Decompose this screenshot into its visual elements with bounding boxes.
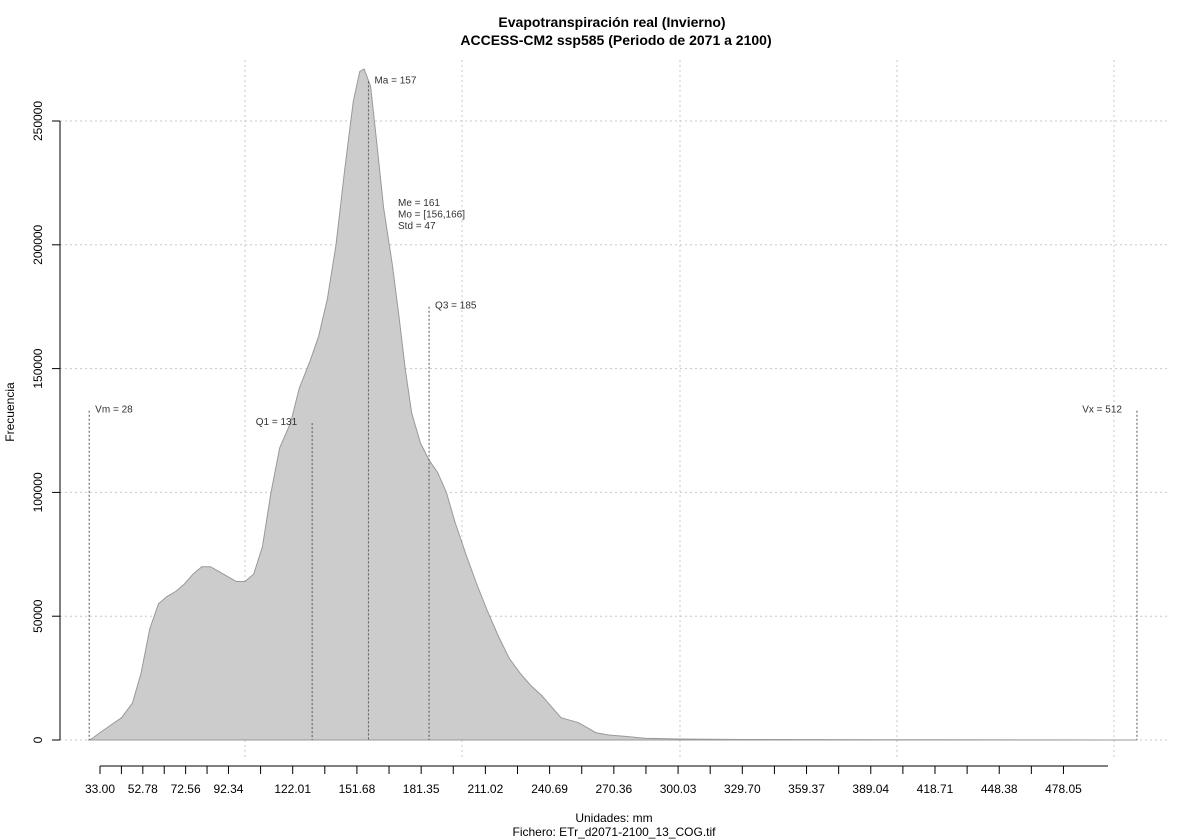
- y-tick-label: 0: [31, 736, 45, 743]
- stat-label: Std = 47: [398, 221, 436, 232]
- marker-label: Ma = 157: [374, 75, 416, 86]
- marker-label: Q3 = 185: [435, 301, 477, 312]
- x-tick-label: 389.04: [852, 782, 889, 796]
- y-tick-label: 50000: [31, 599, 45, 633]
- file-footer: Fichero: ETr_d2071-2100_13_COG.tif: [513, 825, 717, 839]
- x-tick-label: 300.03: [660, 782, 697, 796]
- x-tick-label: 359.37: [788, 782, 825, 796]
- marker-label: Q1 = 131: [256, 417, 298, 428]
- stat-markers: Vm = 28 Q1 = 131 Ma = 157 Q3 = 185 Vx = 512 M…: [88, 75, 1138, 740]
- x-tick-label: 240.69: [531, 782, 568, 796]
- x-tick-label: 418.71: [917, 782, 954, 796]
- density-area: [87, 68, 1137, 741]
- x-tick-label: 92.34: [213, 782, 243, 796]
- y-tick-label: 100000: [31, 472, 45, 512]
- x-tick-label: 151.68: [339, 782, 376, 796]
- density-fill: [87, 68, 1137, 741]
- x-axis: 33.00 52.78 72.56 92.34 122.01 151.68 181.35 21…: [85, 765, 1108, 796]
- x-tick-label: 72.56: [171, 782, 201, 796]
- stat-label: Mo = [156,166]: [398, 210, 465, 221]
- x-tick-label: 33.00: [85, 782, 115, 796]
- x-axis-label: Unidades: mm: [575, 811, 652, 825]
- x-tick-label: 478.05: [1045, 782, 1082, 796]
- marker-label: Vm = 28: [95, 405, 133, 416]
- x-tick-label: 211.02: [467, 782, 503, 796]
- y-tick-label: 250000: [31, 101, 45, 141]
- x-tick-label: 329.70: [724, 782, 761, 796]
- y-axis: 0 50000 100000 150000 200000 250000: [31, 101, 61, 743]
- chart-title: Evapotranspiración real (Invierno): [498, 14, 725, 30]
- stat-label: Me = 161: [398, 198, 440, 209]
- x-tick-label: 52.78: [128, 782, 158, 796]
- y-tick-label: 150000: [31, 348, 45, 388]
- x-tick-label: 181.35: [403, 782, 440, 796]
- x-tick-label: 270.36: [595, 782, 632, 796]
- x-tick-label: 448.38: [981, 782, 1018, 796]
- y-tick-label: 200000: [31, 224, 45, 264]
- y-axis-label: Frecuencia: [3, 382, 17, 442]
- chart-subtitle: ACCESS-CM2 ssp585 (Periodo de 2071 a 210…: [460, 32, 771, 48]
- x-tick-label: 122.01: [274, 782, 311, 796]
- marker-label: Vx = 512: [1082, 405, 1122, 416]
